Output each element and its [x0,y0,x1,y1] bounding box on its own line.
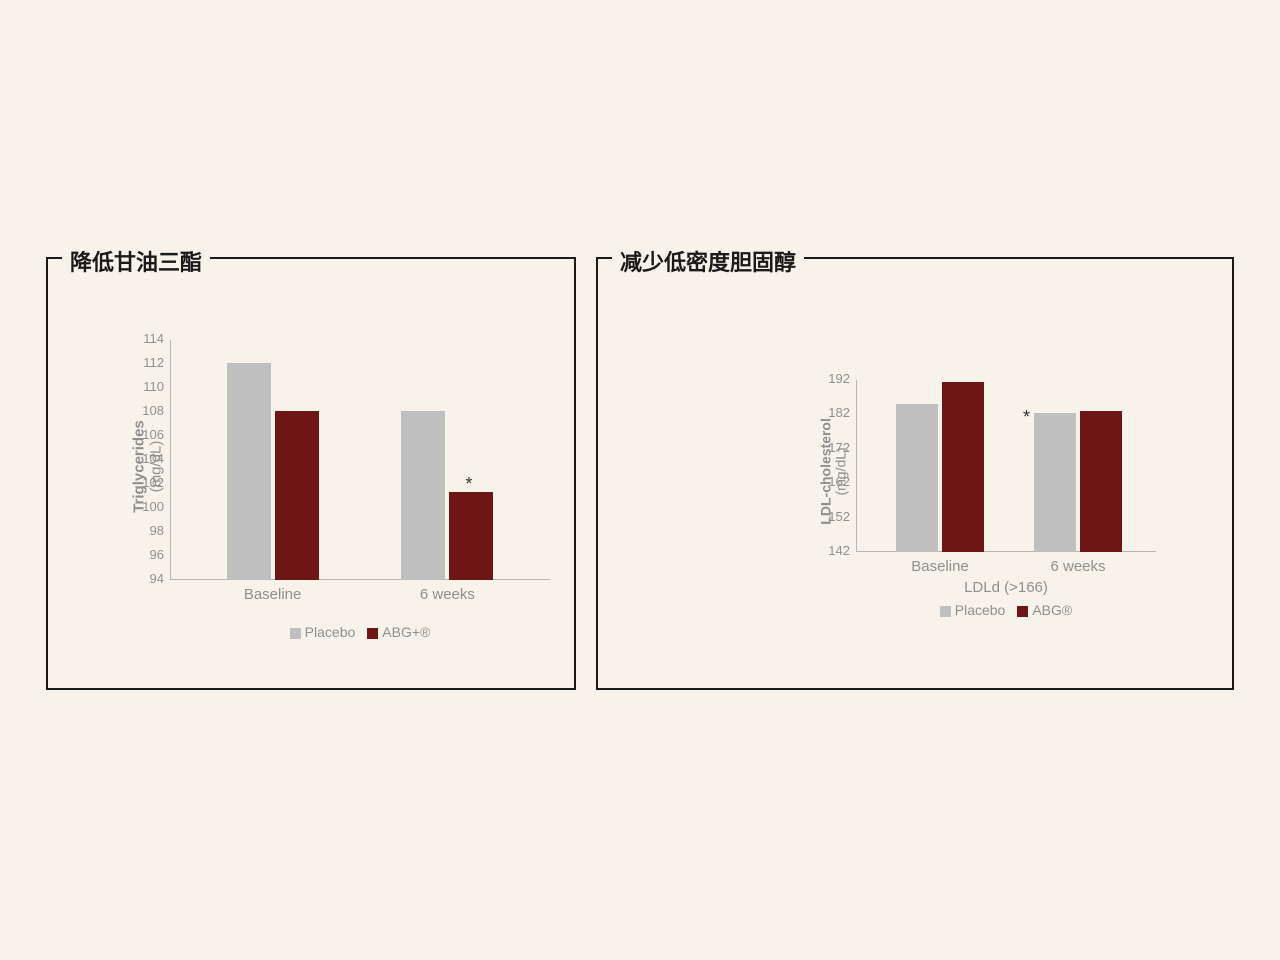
bar [1034,413,1076,552]
legend-swatch [940,606,951,617]
bar [1080,411,1122,552]
significance-marker: * [1023,407,1030,428]
legend: Placebo ABG+® [170,624,550,640]
bar [275,411,319,580]
x-category-label: 6 weeks [387,586,507,603]
y-tick: 152 [816,509,850,524]
y-tick: 112 [130,355,164,370]
legend-swatch [290,628,301,639]
legend-swatch [367,628,378,639]
y-tick: 114 [130,331,164,346]
y-tick: 192 [816,371,850,386]
bar [896,404,938,552]
bar [227,363,271,580]
y-tick: 104 [130,451,164,466]
y-tick: 182 [816,405,850,420]
panel-title-ldl: 减少低密度胆固醇 [612,245,804,277]
legend-label: ABG® [1032,602,1072,618]
x-category-label: Baseline [880,558,1000,575]
x-category-label: Baseline [213,586,333,603]
bar [942,382,984,552]
y-tick: 142 [816,543,850,558]
y-tick: 172 [816,440,850,455]
y-tick: 96 [130,547,164,562]
x-category-label: 6 weeks [1018,558,1138,575]
legend-label: Placebo [955,602,1006,618]
bar [449,492,493,580]
y-tick: 100 [130,499,164,514]
legend-swatch [1017,606,1028,617]
y-tick: 162 [816,474,850,489]
legend-item: Placebo [940,602,1006,618]
y-tick: 108 [130,403,164,418]
panel-title-triglycerides: 降低甘油三酯 [62,245,210,277]
y-tick: 98 [130,523,164,538]
legend-label: ABG+® [382,624,430,640]
y-tick: 106 [130,427,164,442]
legend-item: ABG® [1017,602,1072,618]
y-tick: 102 [130,475,164,490]
legend-label: Placebo [305,624,356,640]
legend-item: Placebo [290,624,356,640]
legend: Placebo ABG® [856,602,1156,618]
y-tick: 110 [130,379,164,394]
y-tick: 94 [130,571,164,586]
bar [401,411,445,580]
legend-item: ABG+® [367,624,430,640]
x-sublabel: LDLd (>166) [856,579,1156,596]
significance-marker: * [465,474,472,495]
